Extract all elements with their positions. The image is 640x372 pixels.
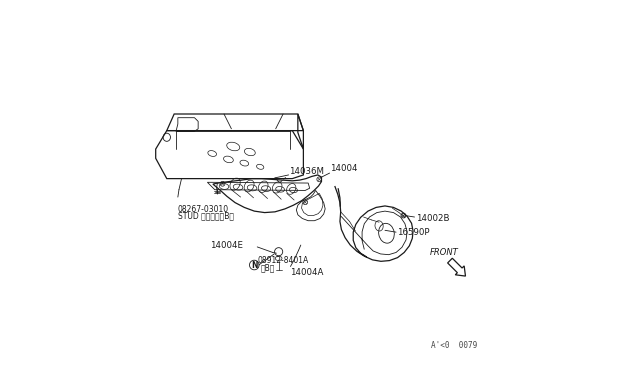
Text: 14004: 14004 xyxy=(330,164,358,173)
Text: FRONT: FRONT xyxy=(429,248,458,257)
Text: N: N xyxy=(251,260,257,269)
Text: 14004A: 14004A xyxy=(290,268,323,277)
Text: 14036M: 14036M xyxy=(289,167,324,176)
Text: （B）: （B） xyxy=(261,263,275,272)
Text: 08912-8401A: 08912-8401A xyxy=(258,256,309,265)
Text: 08267-03010: 08267-03010 xyxy=(178,205,229,214)
FancyArrow shape xyxy=(447,258,465,276)
Text: 14002B: 14002B xyxy=(415,214,449,223)
Text: A'<0  0079: A'<0 0079 xyxy=(431,341,477,350)
Text: STUD スタッド（B）: STUD スタッド（B） xyxy=(178,212,234,221)
Text: 16590P: 16590P xyxy=(397,228,429,237)
Text: 14004E: 14004E xyxy=(210,241,243,250)
